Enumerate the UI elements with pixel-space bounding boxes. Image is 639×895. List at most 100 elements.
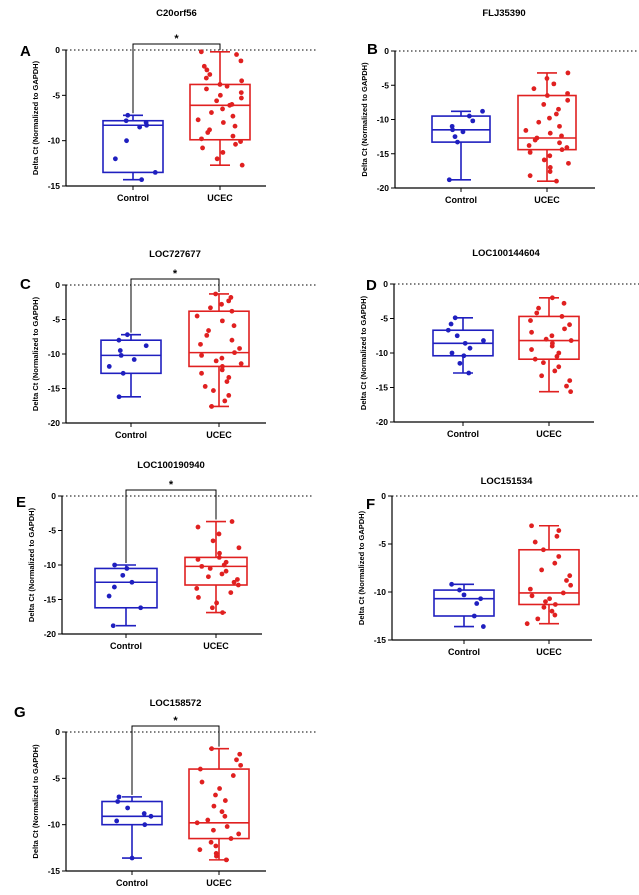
box-ucec <box>184 519 248 616</box>
data-point <box>220 106 225 112</box>
data-point <box>455 139 460 145</box>
data-point <box>142 822 148 828</box>
data-point <box>549 608 555 614</box>
data-point <box>547 130 553 136</box>
data-point <box>565 91 570 96</box>
data-point <box>549 343 555 349</box>
panel-label: C <box>20 276 31 293</box>
data-point <box>236 545 242 551</box>
data-point <box>547 169 553 174</box>
data-point <box>227 102 233 108</box>
data-point <box>449 350 455 356</box>
chart-title: LOC100144604 <box>472 248 540 259</box>
y-tick-label: 0 <box>384 46 389 56</box>
x-tick-label: UCEC <box>536 429 562 439</box>
y-tick-label: -5 <box>48 526 56 536</box>
data-point <box>565 97 571 103</box>
y-axis-label: Delta Ct (Normalized to GAPDH) <box>31 744 40 859</box>
data-point <box>205 130 211 135</box>
data-point <box>450 127 455 133</box>
significance-bracket <box>130 278 220 333</box>
data-point <box>205 817 211 823</box>
data-point <box>526 143 532 148</box>
panel-label: A <box>20 43 31 60</box>
box-ucec <box>189 49 251 168</box>
box-iqr <box>433 589 495 617</box>
data-point <box>222 398 228 404</box>
x-tick-label: Control <box>110 641 142 651</box>
y-tick-label: -5 <box>381 80 389 90</box>
significance-bracket <box>125 489 217 563</box>
data-point <box>568 389 574 395</box>
data-point <box>226 375 232 380</box>
box-iqr <box>101 800 163 826</box>
box-ucec <box>518 295 580 395</box>
data-point <box>238 762 244 768</box>
x-tick-label: Control <box>445 195 477 205</box>
y-tick-label: -5 <box>378 539 386 549</box>
data-point <box>470 118 476 124</box>
data-point <box>207 566 213 571</box>
x-tick-label: Control <box>447 429 479 439</box>
data-point <box>211 803 217 809</box>
data-point <box>527 149 533 155</box>
box-control <box>431 108 491 183</box>
x-tick-label: UCEC <box>203 641 229 651</box>
data-point <box>228 836 234 841</box>
data-point <box>195 524 201 530</box>
data-point <box>219 571 225 577</box>
data-point <box>238 361 244 367</box>
data-point <box>544 76 550 81</box>
y-axis-label: Delta Ct (Normalized to GAPDH) <box>27 507 36 622</box>
data-point <box>552 602 558 607</box>
x-tick-label: UCEC <box>536 647 562 657</box>
data-point <box>221 562 227 568</box>
data-point <box>554 178 559 184</box>
data-point <box>567 573 573 579</box>
data-point <box>556 528 562 533</box>
data-point <box>220 150 226 155</box>
data-point <box>547 153 553 159</box>
data-point <box>219 367 225 373</box>
data-point <box>199 370 204 376</box>
data-point <box>231 323 237 329</box>
data-point <box>231 579 237 585</box>
data-point <box>564 578 569 583</box>
data-point <box>556 554 562 559</box>
data-point <box>541 102 547 107</box>
data-point <box>208 839 214 845</box>
data-point <box>471 613 477 619</box>
box-control <box>433 581 495 629</box>
data-point <box>238 90 244 96</box>
data-point <box>544 93 550 98</box>
y-tick-label: -5 <box>52 315 60 325</box>
panel-label: F <box>366 496 375 513</box>
data-point <box>220 120 226 125</box>
data-point <box>138 605 144 611</box>
data-point <box>219 301 224 307</box>
data-point <box>229 308 235 314</box>
data-point <box>110 623 116 629</box>
data-point <box>452 134 458 140</box>
data-point <box>224 379 230 384</box>
data-point <box>226 298 232 304</box>
box-iqr <box>188 310 250 368</box>
y-tick-label: 0 <box>55 45 60 55</box>
data-point <box>124 566 130 571</box>
data-point <box>565 70 571 76</box>
data-point <box>532 356 538 362</box>
data-point <box>222 813 228 819</box>
data-point <box>237 346 242 351</box>
data-point <box>210 538 216 544</box>
chart-title: LOC158572 <box>150 698 202 709</box>
data-point <box>478 596 484 602</box>
box-iqr <box>517 94 577 151</box>
data-point <box>198 49 204 55</box>
data-point <box>547 596 552 602</box>
y-axis-label: Delta Ct (Normalized to GAPDH) <box>357 510 366 625</box>
data-point <box>567 322 572 328</box>
data-point <box>454 333 460 339</box>
data-point <box>531 86 537 92</box>
data-point <box>213 358 219 364</box>
data-point <box>205 574 211 580</box>
